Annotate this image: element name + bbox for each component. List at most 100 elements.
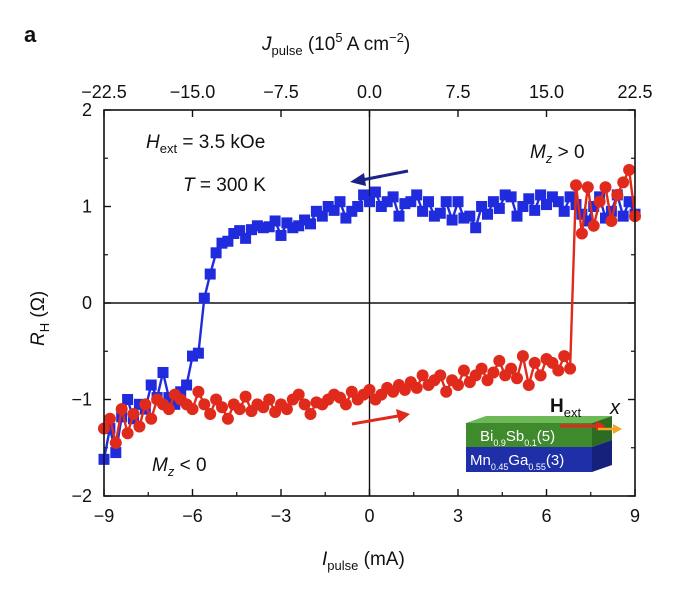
data-point [599, 181, 612, 194]
sweep-arrow-red [351, 409, 410, 426]
data-point [339, 398, 352, 411]
data-point [204, 407, 217, 420]
data-point [452, 196, 464, 208]
data-point [192, 347, 204, 359]
top-axis-unit-mid: A cm [343, 34, 389, 55]
annotation-mz-pos: Mz > 0 [530, 142, 585, 166]
data-point [292, 388, 305, 401]
data-point [116, 411, 128, 423]
data-point [198, 292, 210, 304]
annotation-mz-neg: Mz < 0 [152, 455, 207, 479]
x-tick-label: −9 [94, 506, 115, 526]
layer-bottom-thick: (3) [546, 452, 564, 469]
mz-neg-main: M [152, 455, 168, 476]
data-point [458, 212, 470, 224]
x-tick-label: −3 [271, 506, 292, 526]
layer-top-label: Bi0.9Sb0.1(5) [480, 428, 555, 448]
x-tick-label: −6 [182, 506, 203, 526]
hext-main: H [146, 132, 160, 153]
data-point [493, 202, 505, 214]
layer-top-thick: (5) [537, 428, 555, 445]
plot-frame [103, 109, 636, 497]
data-point [470, 222, 482, 234]
data-point [234, 225, 246, 237]
temp-main: T [183, 175, 196, 196]
data-point [605, 205, 617, 217]
inset-hext-sub: ext [564, 405, 582, 420]
data-point [487, 366, 500, 379]
data-point [275, 229, 287, 241]
inset-x-label: x [609, 397, 621, 419]
data-point [452, 379, 464, 392]
data-point [246, 224, 257, 236]
mz-pos-sub: z [545, 151, 553, 166]
data-point [163, 392, 175, 404]
hext-sub: ext [160, 141, 178, 156]
data-point [516, 350, 529, 363]
data-point [204, 268, 216, 280]
layer-top-sub1: 0.9 [493, 438, 506, 448]
mz-pos-rest: > 0 [552, 142, 584, 163]
top-tick-label: −15.0 [170, 82, 216, 102]
data-point [588, 201, 600, 212]
data-point [487, 196, 499, 208]
data-point [352, 201, 364, 212]
data-point [239, 390, 252, 403]
data-point [522, 379, 535, 392]
layer-bottom-el1: Mn [470, 452, 491, 469]
data-point [115, 403, 128, 416]
data-point [127, 407, 140, 420]
data-point [257, 222, 269, 234]
data-point [110, 447, 122, 459]
top-axis-sub: pulse [272, 43, 303, 58]
inset-layer-stack: Bi0.9Sb0.1(5) Mn0.45Ga0.55(3) Hext x [466, 396, 622, 472]
data-point [605, 214, 618, 227]
data-point [216, 237, 228, 249]
data-point [517, 201, 529, 212]
data-point [529, 204, 541, 216]
data-point [187, 350, 198, 362]
data-point [221, 412, 234, 425]
data-point [564, 191, 576, 203]
data-point [534, 369, 547, 382]
data-point [387, 191, 399, 203]
data-point [346, 205, 358, 217]
data-point [210, 247, 222, 259]
data-point [558, 205, 570, 217]
y-axis-main: R [28, 332, 49, 346]
axis-tick-labels: −9 −6 −3 0 3 6 9 −22.5 −15.0 −7.5 0.0 7.5 15.0 22.5 −2… [71, 82, 652, 526]
data-point [169, 398, 181, 410]
top-axis-unit-post: ) [404, 34, 410, 55]
data-point [581, 181, 594, 194]
data-point [399, 198, 411, 210]
inset-x-arrowhead [613, 424, 622, 434]
x-tick-label: 9 [630, 506, 640, 526]
data-point [133, 420, 146, 433]
data-point [511, 210, 523, 222]
series-layer [98, 163, 641, 465]
data-point [623, 196, 635, 208]
data-point [505, 191, 517, 203]
data-point [157, 366, 169, 378]
data-point [322, 201, 334, 212]
inset-hext-label: Hext [550, 396, 581, 420]
data-point [541, 199, 552, 211]
data-point [328, 204, 340, 216]
data-point [122, 394, 134, 405]
data-point [434, 207, 446, 219]
data-point [358, 189, 370, 201]
y-axis-sub: H [37, 323, 52, 332]
top-axis-unit-exp2: −2 [389, 30, 404, 45]
data-point [552, 196, 564, 208]
data-point [280, 403, 293, 416]
data-point [293, 220, 305, 232]
data-point [600, 212, 611, 224]
data-point [263, 221, 275, 233]
data-point [109, 436, 122, 449]
data-point [523, 193, 535, 205]
data-point [582, 215, 594, 227]
data-point [145, 412, 158, 425]
data-point [440, 196, 452, 208]
data-point [381, 196, 393, 208]
data-point [446, 214, 458, 226]
